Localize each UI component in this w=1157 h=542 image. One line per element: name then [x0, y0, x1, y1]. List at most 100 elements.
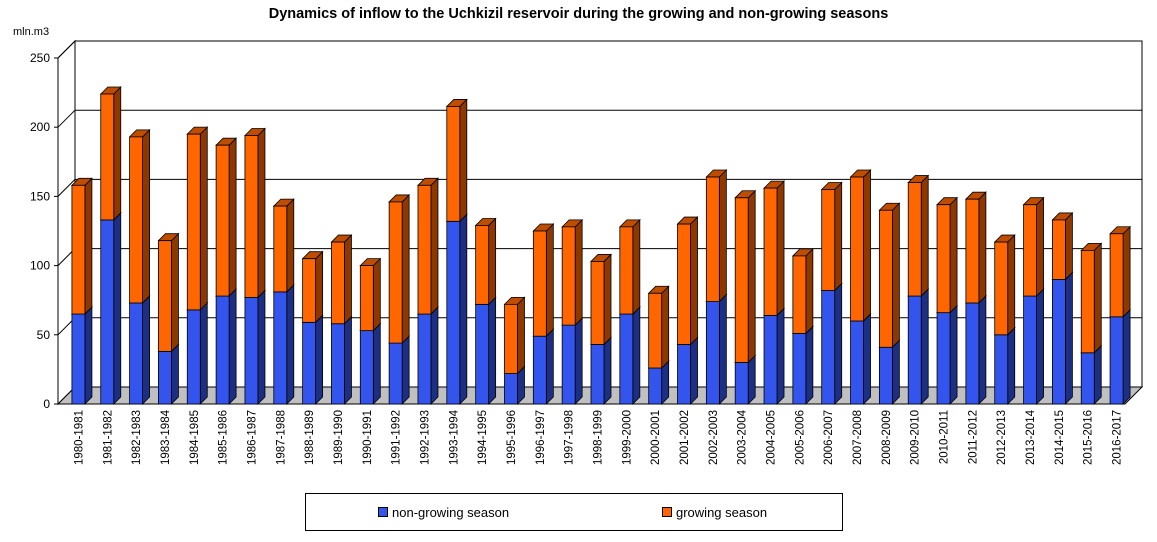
bar-segment — [791, 325, 814, 405]
bar-front-face — [100, 219, 115, 405]
bar-side-face — [1065, 211, 1073, 281]
bar-front-face — [705, 301, 720, 405]
bar-side-face — [1122, 308, 1131, 405]
x-tick-label: 1987-1988 — [275, 410, 287, 465]
bar-segment — [532, 328, 555, 405]
bar-side-face — [84, 177, 93, 316]
bar-front-face — [677, 344, 691, 405]
bar-segment — [936, 304, 959, 405]
bar-segment — [417, 306, 439, 405]
bar-side-face — [1122, 225, 1131, 318]
bar-segment — [157, 343, 180, 405]
bar-front-face — [475, 303, 490, 405]
bar-side-face — [315, 250, 324, 324]
bar-side-face — [344, 315, 352, 405]
bar-side-face — [1065, 271, 1073, 405]
bar-side-face — [661, 285, 670, 369]
bar-side-face — [863, 169, 871, 322]
bar-segment — [849, 169, 872, 322]
bar-front-face — [878, 209, 893, 348]
bar-segment — [243, 127, 266, 299]
x-tick-label: 2005-2006 — [794, 410, 806, 465]
x-tick-label: 1989-1990 — [333, 410, 345, 465]
x-tick-label: 2008-2009 — [881, 410, 893, 465]
bar-front-face — [821, 189, 836, 291]
bar-segment — [618, 306, 641, 405]
bar-side-face — [891, 339, 900, 405]
bar-side-face — [574, 317, 583, 405]
bar-front-face — [677, 223, 691, 345]
bar-side-face — [978, 191, 987, 304]
bar-front-face — [417, 313, 432, 405]
y-tick-label: 100 — [30, 259, 50, 273]
y-tick-label: 0 — [43, 397, 50, 411]
bar-side-face — [228, 137, 237, 298]
x-tick-label: 2014-2015 — [1054, 410, 1066, 465]
x-tick-label: 2003-2004 — [737, 409, 749, 465]
x-tick-label: 2006-2007 — [823, 410, 835, 465]
bar-side-face — [603, 336, 612, 405]
bar-front-face — [907, 295, 922, 405]
bar-side-face — [199, 301, 208, 405]
bar-side-face — [171, 232, 179, 353]
bar-side-face — [978, 295, 987, 405]
bar-side-face — [603, 253, 612, 346]
bar-segment — [272, 283, 295, 405]
bar-side-face — [517, 296, 525, 375]
legend-label-growing: growing season — [676, 505, 768, 520]
bar-front-face — [273, 205, 288, 293]
bar-front-face — [821, 290, 836, 405]
chart-legend: non-growing season growing season — [305, 493, 843, 531]
bar-segment — [936, 196, 959, 314]
x-tick-label: 1980-1981 — [73, 410, 85, 465]
bar-segment — [359, 257, 382, 332]
bar-segment — [474, 296, 497, 405]
bar-side-face — [142, 295, 150, 405]
bar-front-face — [71, 184, 86, 315]
bar-segment — [676, 336, 699, 405]
bar-front-face — [388, 342, 403, 405]
bar-side-face — [690, 216, 698, 346]
bar-front-face — [129, 136, 143, 304]
bar-segment — [561, 218, 584, 327]
bar-front-face — [1109, 316, 1124, 405]
x-tick-label: 2016-2017 — [1112, 410, 1124, 465]
bar-front-face — [331, 323, 345, 405]
bar-segment — [734, 189, 757, 364]
legend-item-non-growing: non-growing season — [378, 505, 509, 520]
x-tick-label: 1993-1994 — [448, 409, 460, 465]
bar-front-face — [965, 302, 980, 405]
bar-front-face — [878, 346, 893, 405]
bar-side-face — [488, 296, 497, 405]
bar-side-face — [1093, 242, 1102, 354]
bar-side-face — [545, 328, 554, 405]
bar-front-face — [71, 313, 86, 405]
bar-side-face — [430, 306, 439, 405]
bar-front-face — [792, 255, 807, 334]
bar-segment — [1080, 242, 1103, 354]
bar-segment — [301, 314, 324, 405]
bar-side-face — [459, 213, 468, 405]
bar-front-face — [1080, 352, 1095, 405]
bar-side-face — [891, 202, 900, 349]
y-axis-unit-label: mln.m3 — [13, 26, 50, 38]
bar-front-face — [994, 241, 1009, 336]
bar-side-face — [632, 218, 641, 316]
bar-segment — [445, 98, 468, 223]
bar-side-face — [372, 322, 381, 405]
x-tick-label: 1983-1984 — [160, 409, 172, 465]
bar-side-face — [1007, 326, 1016, 405]
bar-front-face — [1023, 295, 1037, 405]
bar-side-face — [920, 174, 929, 298]
bar-side-face — [718, 293, 727, 405]
bar-front-face — [994, 334, 1009, 405]
bar-front-face — [532, 335, 547, 405]
x-tick-label: 2002-2003 — [708, 410, 720, 465]
x-tick-label: 1992-1993 — [419, 410, 431, 465]
bar-side-face — [199, 126, 208, 311]
bar-front-face — [446, 106, 461, 222]
bar-side-face — [1036, 288, 1044, 405]
bar-front-face — [850, 176, 864, 322]
bar-segment — [99, 211, 122, 405]
bar-segment — [330, 315, 353, 405]
